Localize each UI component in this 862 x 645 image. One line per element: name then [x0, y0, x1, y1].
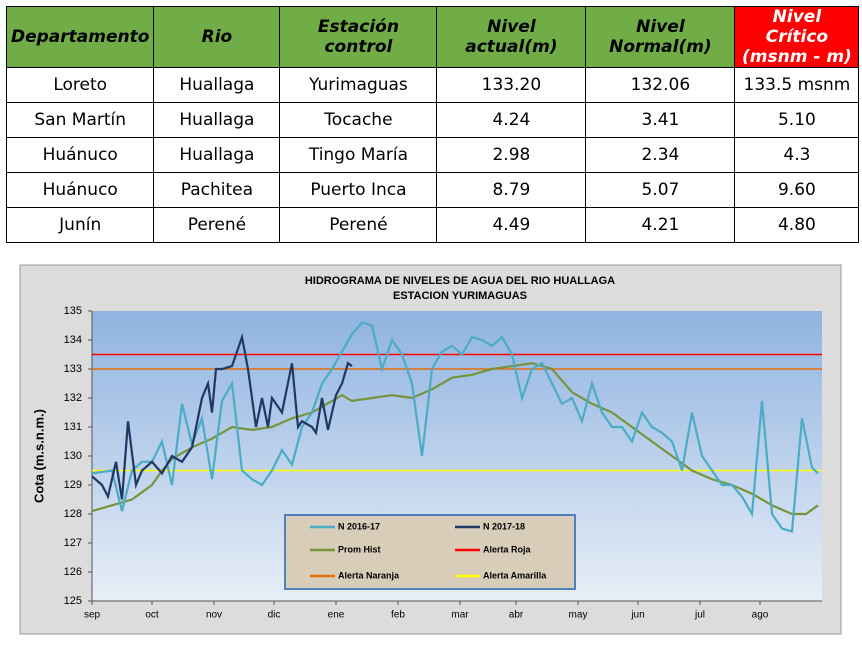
cell: Yurimaguas	[279, 67, 438, 103]
legend-label: N 2016-17	[338, 521, 380, 531]
x-tick-label: feb	[391, 610, 405, 621]
cell: 2.34	[585, 137, 736, 173]
row: Huánuco Huallaga Tingo María 2.98 2.34 4.3	[5, 137, 860, 173]
cell: 4.80	[734, 207, 860, 243]
y-tick-label: 134	[64, 334, 82, 346]
cell: Perené	[153, 207, 281, 243]
x-tick-label: may	[569, 610, 588, 621]
y-tick-label: 135	[64, 305, 82, 317]
cell: Huallaga	[153, 67, 281, 103]
x-tick-label: jun	[630, 610, 644, 621]
cell: 133.5 msnm	[734, 67, 860, 103]
x-tick-label: dic	[268, 610, 281, 621]
cell: 4.21	[585, 207, 736, 243]
series-line	[91, 362, 819, 516]
cell: 133.20	[436, 67, 587, 103]
y-tick-label: 133	[64, 363, 82, 375]
cell: San Martín	[5, 102, 155, 138]
cell: Huallaga	[153, 102, 281, 138]
cell: 132.06	[585, 67, 736, 103]
chart-subtitle: ESTACION YURIMAGUAS	[393, 290, 527, 302]
chart-title: HIDROGRAMA DE NIVELES DE AGUA DEL RIO HU…	[305, 275, 615, 287]
x-tick-label: ene	[328, 610, 345, 621]
x-tick-label: ago	[752, 610, 769, 621]
legend-label: N 2017-18	[483, 521, 525, 531]
cell: 8.79	[436, 172, 587, 208]
x-tick-label: mar	[451, 610, 469, 621]
row: Loreto Huallaga Yurimaguas 133.20 132.06 133.…	[5, 67, 860, 103]
row: Junín Perené Perené 4.49 4.21 4.80	[5, 207, 860, 243]
cell: Perené	[279, 207, 438, 243]
legend-label: Alerta Naranja	[338, 570, 400, 580]
header-cell: Nivel actual(m)	[436, 6, 587, 68]
header-cell: Nivel Normal(m)	[585, 6, 736, 68]
y-axis-label: Cota (m.s.n.m.)	[31, 409, 46, 503]
cell: 4.49	[436, 207, 587, 243]
y-tick-label: 128	[64, 508, 82, 520]
x-tick-label: nov	[206, 610, 222, 621]
series-line	[91, 321, 819, 533]
x-tick-label: abr	[509, 610, 524, 621]
cell: Huánuco	[5, 137, 155, 173]
header-cell: Nivel Crítico (msnm - m)	[734, 6, 860, 68]
header-cell: Departamento	[5, 6, 155, 68]
y-tick-label: 131	[64, 421, 82, 433]
header-row: Departamento Rio Estación control Nivel act…	[5, 6, 860, 68]
x-tick-label: sep	[84, 610, 101, 621]
y-tick-label: 127	[64, 537, 82, 549]
cell: Tocache	[279, 102, 438, 138]
y-tick-label: 125	[64, 595, 82, 607]
cell: Pachitea	[153, 172, 281, 208]
row: Huánuco Pachitea Puerto Inca 8.79 5.07 9.60	[5, 172, 860, 208]
y-tick-label: 130	[64, 450, 82, 462]
legend-label: Alerta Roja	[483, 544, 532, 554]
cell: Huánuco	[5, 172, 155, 208]
levels-table: Departamento Rio Estación control Nivel act…	[5, 6, 860, 243]
y-tick-label: 129	[64, 479, 82, 491]
y-tick-label: 126	[64, 566, 82, 578]
cell: Junín	[5, 207, 155, 243]
y-tick-label: 132	[64, 392, 82, 404]
legend-label: Prom Hist	[338, 544, 381, 554]
x-tick-label: oct	[145, 610, 159, 621]
cell: 9.60	[734, 172, 860, 208]
cell: Puerto Inca	[279, 172, 438, 208]
x-tick-label: jul	[694, 610, 705, 621]
series-line	[91, 332, 353, 500]
cell: Loreto	[5, 67, 155, 103]
legend-label: Alerta Amarilla	[483, 570, 547, 580]
